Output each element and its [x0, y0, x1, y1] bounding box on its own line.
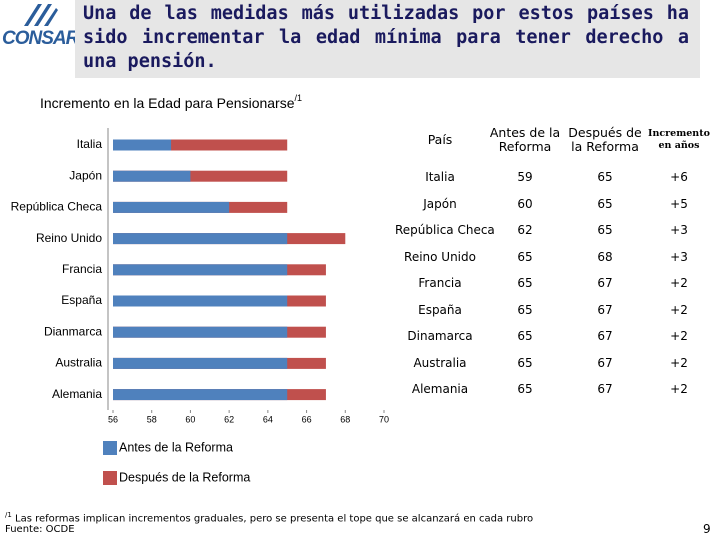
logo-icon — [24, 4, 58, 26]
x-tick-label: 70 — [379, 414, 389, 424]
legend-label: Antes de la Reforma — [119, 440, 233, 454]
table-cell: 68 — [597, 249, 613, 264]
category-label: Australia — [55, 356, 102, 370]
bar — [113, 201, 230, 213]
table-cell: 65 — [597, 196, 613, 211]
x-tick-label: 64 — [263, 414, 273, 424]
table-cell: 60 — [517, 196, 533, 211]
column-header: Después de la Reforma — [568, 125, 642, 154]
category-label: España — [61, 293, 102, 307]
footnote-text: Las reformas implican incrementos gradua… — [15, 513, 534, 525]
header-row: País Antes de la Reforma Después de la Ref… — [395, 116, 713, 164]
x-tick-label: 60 — [185, 414, 195, 424]
header: Una de las medidas más utilizadas por es… — [75, 0, 700, 78]
footnote: /1 Las reformas implican incrementos gra… — [5, 511, 533, 524]
table-cell: 65 — [517, 329, 533, 344]
column-header: País — [427, 132, 453, 147]
table: País Antes de la Reforma Después de la Ref… — [395, 116, 713, 403]
table-cell: +3 — [670, 249, 688, 264]
x-tick-label: 56 — [108, 414, 118, 424]
bar — [113, 264, 288, 276]
x-tick-label: 58 — [147, 414, 157, 424]
table-cell: España — [418, 302, 462, 317]
table-cell: Australia — [413, 355, 467, 370]
category-label: Dianmarca — [44, 324, 102, 338]
logo: CONSAR — [2, 28, 79, 49]
table-cell: Alemania — [411, 382, 469, 397]
x-tick-label: 68 — [340, 414, 350, 424]
table-cell: Reino Unido — [404, 249, 476, 264]
table-cell: 65 — [597, 170, 613, 185]
legend-label: Después de la Reforma — [119, 470, 250, 484]
table-row: España 65 67 +2 — [395, 297, 713, 324]
table-cell: 65 — [517, 302, 533, 317]
table-row: Japón 60 65 +5 — [395, 191, 713, 218]
table-cell: +2 — [670, 382, 688, 397]
chart-title-note: /1 — [295, 93, 303, 103]
category-label: República Checa — [11, 200, 103, 214]
source: Fuente: OCDE — [5, 524, 75, 535]
bar — [113, 170, 288, 182]
table-cell: 62 — [517, 223, 533, 238]
table-cell: 65 — [517, 382, 533, 397]
category-label: Italia — [77, 137, 103, 151]
footnote-mark: /1 — [5, 511, 12, 519]
table-cell: +2 — [670, 276, 688, 291]
table-cell: +2 — [670, 329, 688, 344]
table-cell: Dinamarca — [407, 329, 473, 344]
bar — [113, 326, 288, 338]
table-cell: 67 — [597, 355, 613, 370]
table-cell: 67 — [597, 302, 613, 317]
table-cell: 65 — [517, 276, 533, 291]
table-cell: 65 — [597, 223, 613, 238]
table-row: Italia 59 65 +6 — [395, 164, 713, 191]
table-row: Dinamarca 65 67 +2 — [395, 323, 713, 350]
table-cell: +2 — [670, 355, 688, 370]
legend-swatch — [103, 471, 117, 485]
bar — [113, 357, 288, 369]
bar — [113, 170, 191, 182]
table-cell: +6 — [670, 170, 688, 185]
table-row: Australia 65 67 +2 — [395, 350, 713, 377]
chart-title-text: Incremento en la Edad para Pensionarse — [40, 95, 295, 111]
table-cell: +2 — [670, 302, 688, 317]
table-cell: 67 — [597, 276, 613, 291]
category-label: Alemania — [52, 387, 102, 401]
table-cell: Francia — [418, 276, 462, 291]
table-row: Francia 65 67 +2 — [395, 270, 713, 297]
x-tick-label: 62 — [224, 414, 234, 424]
category-label: Francia — [62, 262, 102, 276]
page-number: 9 — [703, 522, 711, 536]
table-row: Reino Unido 65 68 +3 — [395, 244, 713, 271]
category-label: Japón — [69, 168, 102, 182]
table-cell: 67 — [597, 382, 613, 397]
category-label: Reino Unido — [36, 231, 102, 245]
table-cell: 59 — [517, 170, 533, 185]
table-cell: +3 — [670, 223, 688, 238]
bar — [113, 389, 288, 401]
table-row: República Checa 62 65 +3 — [395, 217, 713, 244]
chart-title: Incremento en la Edad para Pensionarse/1 — [40, 93, 302, 110]
table-cell: 67 — [597, 329, 613, 344]
bar — [113, 295, 288, 307]
table-cell: +5 — [670, 196, 688, 211]
bar — [113, 139, 288, 151]
legend-swatch — [103, 441, 117, 455]
column-header: Incremento en años — [648, 128, 710, 151]
slide-title: Una de las medidas más utilizadas por es… — [83, 3, 689, 72]
table-cell: República Checa — [395, 223, 495, 238]
column-header: Antes de la Reforma — [489, 125, 561, 154]
table-cell: Italia — [425, 170, 455, 185]
table-cell: 65 — [517, 249, 533, 264]
bar — [113, 139, 172, 151]
x-tick-label: 66 — [302, 414, 312, 424]
table-row: Alemania 65 67 +2 — [395, 376, 713, 403]
table-cell: Japón — [423, 196, 457, 211]
table-cell: 65 — [517, 355, 533, 370]
bar — [113, 233, 288, 245]
